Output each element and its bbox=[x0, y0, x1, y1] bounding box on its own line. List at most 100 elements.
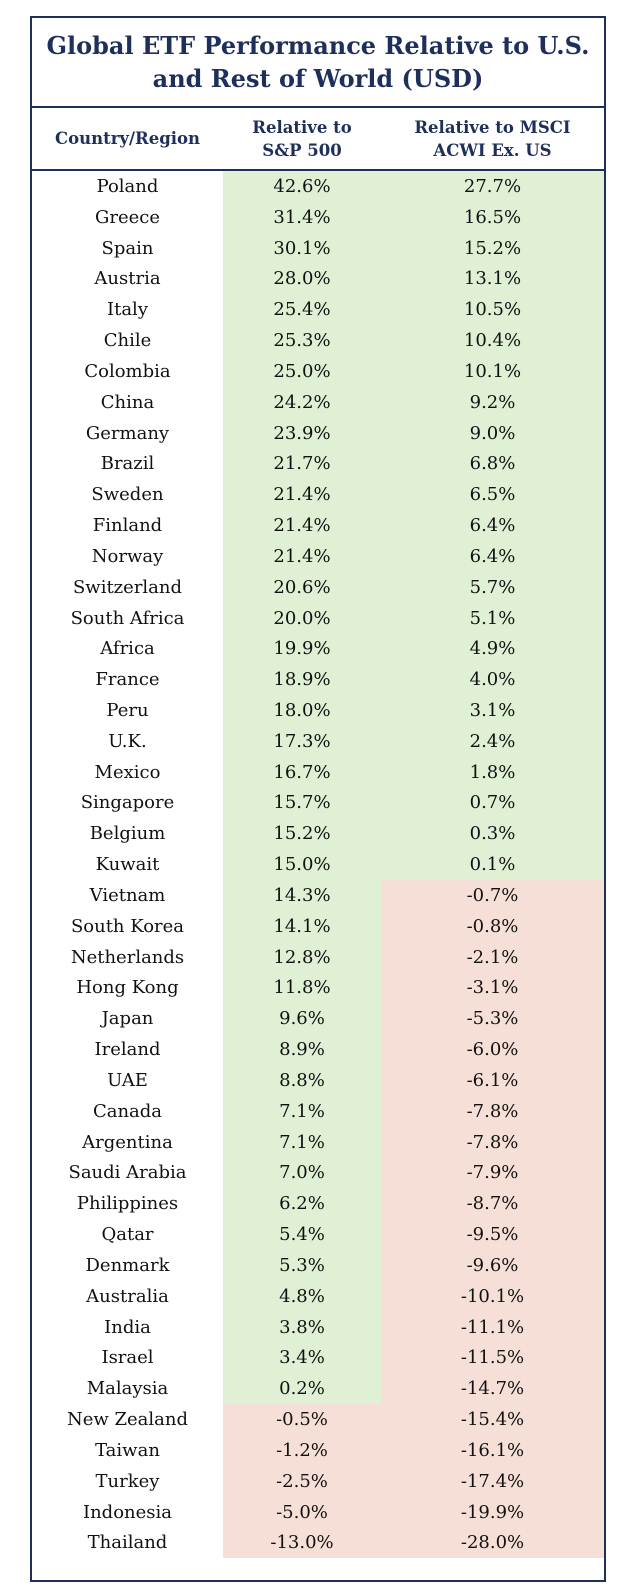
cell-relative-sp500: -1.2% bbox=[223, 1434, 381, 1466]
cell-country: India bbox=[104, 1316, 151, 1338]
table-row: Taiwan -1.2% -16.1% bbox=[32, 1434, 604, 1466]
table-row: Hong Kong 11.8% -3.1% bbox=[32, 972, 604, 1004]
cell-relative-msci: 2.4% bbox=[381, 725, 604, 757]
cell-country: Denmark bbox=[85, 1254, 170, 1276]
cell-country: Sweden bbox=[91, 484, 164, 506]
table-row: Norway 21.4% 6.4% bbox=[32, 540, 604, 572]
cell-country: Austria bbox=[94, 268, 161, 290]
table-row: India 3.8% -11.1% bbox=[32, 1311, 604, 1343]
cell-relative-sp500: 3.4% bbox=[223, 1342, 381, 1374]
table-row: Finland 21.4% 6.4% bbox=[32, 510, 604, 541]
table-row: Germany 23.9% 9.0% bbox=[32, 417, 604, 449]
cell-country: Mexico bbox=[94, 761, 161, 783]
cell-relative-msci: -8.7% bbox=[381, 1188, 604, 1220]
table-header-row: Country/Region Relative to S&P 500 Relat… bbox=[32, 108, 604, 171]
table-row: Africa 19.9% 4.9% bbox=[32, 633, 604, 665]
cell-country: Belgium bbox=[89, 823, 166, 845]
table-row: France 18.9% 4.0% bbox=[32, 664, 604, 696]
cell-relative-msci: -10.1% bbox=[381, 1280, 604, 1312]
cell-relative-msci: -2.1% bbox=[381, 941, 604, 973]
cell-relative-msci: -9.5% bbox=[381, 1219, 604, 1250]
cell-relative-sp500: 5.4% bbox=[223, 1219, 381, 1250]
cell-relative-msci: 6.5% bbox=[381, 479, 604, 511]
cell-country: Brazil bbox=[100, 453, 155, 475]
cell-country: Norway bbox=[91, 545, 164, 567]
cell-relative-sp500: 7.1% bbox=[223, 1095, 381, 1127]
cell-relative-sp500: 31.4% bbox=[223, 201, 381, 233]
cell-country: Peru bbox=[106, 699, 149, 721]
cell-relative-msci: -28.0% bbox=[381, 1527, 604, 1559]
cell-relative-sp500: 21.4% bbox=[223, 479, 381, 511]
cell-relative-sp500: 6.2% bbox=[223, 1188, 381, 1220]
table-row: Chile 25.3% 10.4% bbox=[32, 325, 604, 356]
table-row: Australia 4.8% -10.1% bbox=[32, 1280, 604, 1312]
cell-relative-sp500: 14.1% bbox=[223, 910, 381, 942]
table-row: Canada 7.1% -7.8% bbox=[32, 1095, 604, 1127]
table-row: Brazil 21.7% 6.8% bbox=[32, 448, 604, 480]
cell-relative-msci: 4.9% bbox=[381, 633, 604, 665]
table-row: UAE 8.8% -6.1% bbox=[32, 1065, 604, 1096]
cell-relative-sp500: 5.3% bbox=[223, 1249, 381, 1281]
cell-relative-msci: 6.4% bbox=[381, 540, 604, 572]
cell-relative-msci: 3.1% bbox=[381, 695, 604, 726]
cell-relative-msci: -7.8% bbox=[381, 1126, 604, 1158]
cell-relative-sp500: 15.2% bbox=[223, 818, 381, 850]
cell-relative-msci: 4.0% bbox=[381, 664, 604, 696]
cell-relative-sp500: 4.8% bbox=[223, 1280, 381, 1312]
cell-relative-msci: -0.8% bbox=[381, 910, 604, 942]
cell-country: Ireland bbox=[94, 1039, 161, 1061]
cell-relative-msci: 1.8% bbox=[381, 756, 604, 788]
table-row: Ireland 8.9% -6.0% bbox=[32, 1034, 604, 1066]
cell-relative-sp500: 0.2% bbox=[223, 1373, 381, 1405]
table-row: Greece 31.4% 16.5% bbox=[32, 201, 604, 233]
cell-relative-msci: 16.5% bbox=[381, 201, 604, 233]
cell-relative-sp500: 21.4% bbox=[223, 510, 381, 541]
table-row: Kuwait 15.0% 0.1% bbox=[32, 849, 604, 881]
cell-country: New Zealand bbox=[66, 1409, 189, 1431]
cell-relative-msci: -5.3% bbox=[381, 1003, 604, 1035]
cell-country: Switzerland bbox=[72, 576, 183, 598]
cell-relative-sp500: 17.3% bbox=[223, 725, 381, 757]
table-row: China 24.2% 9.2% bbox=[32, 386, 604, 418]
table-title: Global ETF Performance Relative to U.S. … bbox=[32, 18, 604, 108]
cell-relative-sp500: 25.0% bbox=[223, 355, 381, 387]
cell-country: Israel bbox=[101, 1347, 154, 1369]
table-row: Japan 9.6% -5.3% bbox=[32, 1003, 604, 1035]
table-row: Denmark 5.3% -9.6% bbox=[32, 1249, 604, 1281]
cell-country: Netherlands bbox=[70, 946, 185, 968]
cell-country: Indonesia bbox=[82, 1501, 173, 1523]
cell-relative-msci: -19.9% bbox=[381, 1496, 604, 1528]
cell-relative-msci: -0.7% bbox=[381, 880, 604, 911]
table-row: Philippines 6.2% -8.7% bbox=[32, 1188, 604, 1220]
cell-country: Saudi Arabia bbox=[68, 1162, 187, 1184]
cell-country: Hong Kong bbox=[76, 977, 179, 999]
table-row: South Korea 14.1% -0.8% bbox=[32, 910, 604, 942]
cell-country: Philippines bbox=[76, 1193, 179, 1215]
cell-relative-sp500: -2.5% bbox=[223, 1465, 381, 1497]
cell-country: UAE bbox=[107, 1069, 148, 1091]
table-row: New Zealand -0.5% -15.4% bbox=[32, 1404, 604, 1435]
table-row: Indonesia -5.0% -19.9% bbox=[32, 1496, 604, 1528]
cell-relative-sp500: 16.7% bbox=[223, 756, 381, 788]
table-row: Qatar 5.4% -9.5% bbox=[32, 1219, 604, 1250]
table-row: Malaysia 0.2% -14.7% bbox=[32, 1373, 604, 1405]
cell-relative-sp500: 9.6% bbox=[223, 1003, 381, 1035]
table-row: Mexico 16.7% 1.8% bbox=[32, 756, 604, 788]
cell-relative-sp500: 20.0% bbox=[223, 602, 381, 634]
table-row: Israel 3.4% -11.5% bbox=[32, 1342, 604, 1374]
cell-relative-sp500: 8.8% bbox=[223, 1065, 381, 1096]
cell-relative-msci: -17.4% bbox=[381, 1465, 604, 1497]
cell-relative-msci: 10.4% bbox=[381, 325, 604, 356]
table-row: South Africa 20.0% 5.1% bbox=[32, 602, 604, 634]
cell-country: Australia bbox=[86, 1285, 169, 1307]
cell-country: Kuwait bbox=[95, 854, 160, 876]
cell-relative-msci: -16.1% bbox=[381, 1434, 604, 1466]
table-row: Sweden 21.4% 6.5% bbox=[32, 479, 604, 511]
cell-country: Spain bbox=[101, 237, 154, 259]
cell-relative-sp500: 18.0% bbox=[223, 695, 381, 726]
table-row: Belgium 15.2% 0.3% bbox=[32, 818, 604, 850]
cell-relative-sp500: -0.5% bbox=[223, 1404, 381, 1435]
cell-relative-sp500: -13.0% bbox=[223, 1527, 381, 1559]
cell-country: Italy bbox=[106, 299, 148, 321]
table-row: Spain 30.1% 15.2% bbox=[32, 232, 604, 264]
